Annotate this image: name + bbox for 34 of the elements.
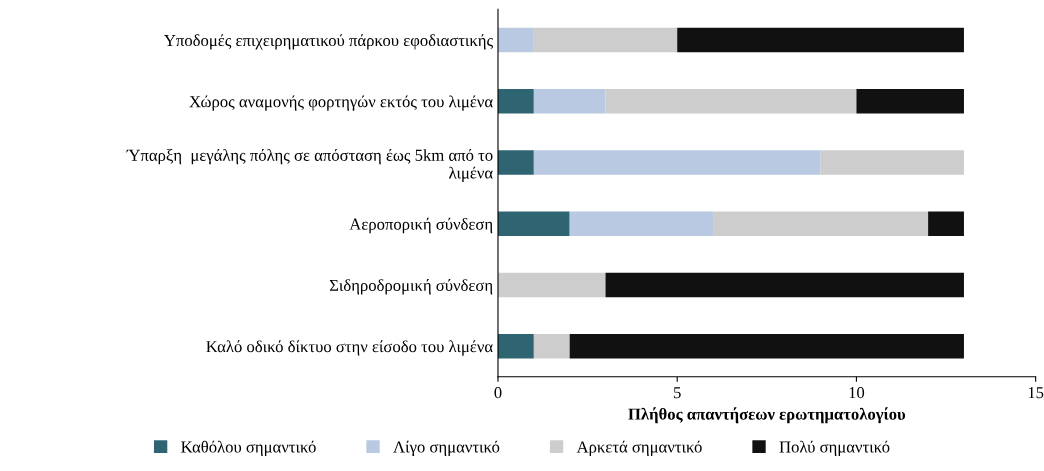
bar — [605, 89, 857, 114]
legend-label: Καθόλου σημαντικό — [181, 440, 316, 456]
bar — [713, 211, 929, 236]
bar — [856, 89, 964, 114]
bar — [605, 272, 964, 298]
legend-label: Λίγο σημαντικό — [393, 440, 500, 456]
legend-label: Πολύ σημαντικό — [779, 440, 890, 456]
bar — [820, 150, 964, 175]
x-tick-label: 5 — [674, 387, 681, 399]
bar — [533, 333, 570, 359]
bar — [928, 211, 964, 236]
y-tick-label: Αεροπορική σύνδεση — [349, 217, 493, 234]
y-tick-label: Υποδομές επιχειρηματικού πάρκου εφοδιαστικής — [164, 34, 493, 50]
bar — [497, 211, 570, 236]
x-tick-label: 0 — [494, 387, 502, 399]
bar — [569, 333, 964, 359]
y-tick-label: Χώρος αναμονής φορτηγών εκτός του λιμένα — [189, 95, 493, 111]
bar — [497, 272, 606, 298]
x-tick-label: 15 — [1028, 387, 1044, 399]
bar — [677, 27, 964, 53]
bar — [533, 150, 821, 175]
y-tick-label: Καλό οδικό δίκτυο στην είσοδο του λιμένα — [206, 340, 493, 356]
x-tick-label: 10 — [849, 387, 865, 399]
y-tick-label: Ύπαρξη μεγάλης πόλης σε απόσταση έως 5km από το λιμένα — [126, 148, 493, 182]
x-axis-title: Πλήθος απαντήσεων ερωτηματολογίου — [628, 407, 906, 424]
bar — [569, 211, 714, 236]
bar — [497, 150, 534, 175]
bar — [497, 27, 534, 53]
legend-label: Αρκετά σημαντικό — [576, 440, 702, 456]
bar — [533, 89, 606, 114]
bar — [497, 333, 534, 359]
y-tick-label: Σιδηροδρομική σύνδεση — [329, 279, 493, 295]
bar — [533, 27, 678, 53]
bar — [497, 89, 534, 114]
